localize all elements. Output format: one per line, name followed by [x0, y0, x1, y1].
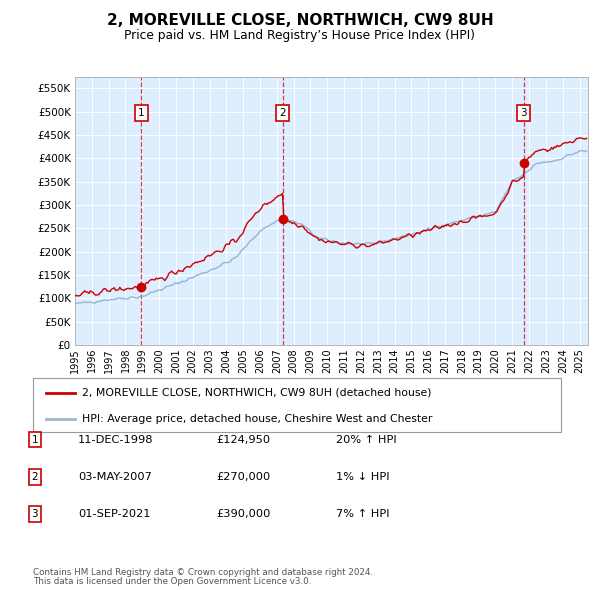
Text: 2: 2: [279, 108, 286, 118]
Text: 1% ↓ HPI: 1% ↓ HPI: [336, 472, 389, 481]
Text: Contains HM Land Registry data © Crown copyright and database right 2024.: Contains HM Land Registry data © Crown c…: [33, 568, 373, 577]
Text: 2, MOREVILLE CLOSE, NORTHWICH, CW9 8UH: 2, MOREVILLE CLOSE, NORTHWICH, CW9 8UH: [107, 13, 493, 28]
Text: 1: 1: [31, 435, 38, 444]
Text: 03-MAY-2007: 03-MAY-2007: [78, 472, 152, 481]
Text: 2, MOREVILLE CLOSE, NORTHWICH, CW9 8UH (detached house): 2, MOREVILLE CLOSE, NORTHWICH, CW9 8UH (…: [82, 388, 431, 398]
Text: £270,000: £270,000: [216, 472, 270, 481]
Text: 11-DEC-1998: 11-DEC-1998: [78, 435, 154, 444]
Text: Price paid vs. HM Land Registry’s House Price Index (HPI): Price paid vs. HM Land Registry’s House …: [125, 30, 476, 42]
Text: £124,950: £124,950: [216, 435, 270, 444]
Text: £390,000: £390,000: [216, 509, 271, 519]
Text: 1: 1: [138, 108, 145, 118]
Text: 3: 3: [520, 108, 527, 118]
Text: 3: 3: [31, 509, 38, 519]
Text: 20% ↑ HPI: 20% ↑ HPI: [336, 435, 397, 444]
Text: HPI: Average price, detached house, Cheshire West and Chester: HPI: Average price, detached house, Ches…: [82, 414, 432, 424]
Text: 01-SEP-2021: 01-SEP-2021: [78, 509, 151, 519]
Text: 2: 2: [31, 472, 38, 481]
Text: 7% ↑ HPI: 7% ↑ HPI: [336, 509, 389, 519]
Text: This data is licensed under the Open Government Licence v3.0.: This data is licensed under the Open Gov…: [33, 578, 311, 586]
